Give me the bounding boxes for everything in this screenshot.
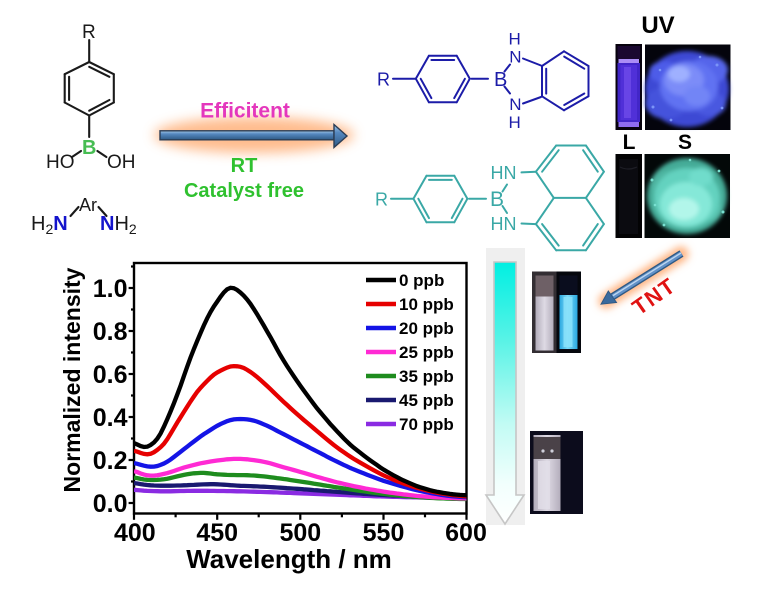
svg-text:HN: HN <box>491 163 517 183</box>
svg-text:0 ppb: 0 ppb <box>399 271 444 290</box>
svg-text:R: R <box>375 190 388 210</box>
svg-text:25 ppb: 25 ppb <box>399 343 454 362</box>
svg-text:Efficitent: Efficitent <box>200 100 290 123</box>
svg-text:35 ppb: 35 ppb <box>399 367 454 386</box>
svg-text:450: 450 <box>196 519 238 547</box>
svg-text:0.0: 0.0 <box>93 490 128 518</box>
svg-text:600: 600 <box>445 519 487 547</box>
svg-text:UV: UV <box>641 12 674 39</box>
svg-text:L: L <box>623 131 636 154</box>
svg-text:0.4: 0.4 <box>93 404 128 432</box>
svg-text:45 ppb: 45 ppb <box>399 391 454 410</box>
svg-text:0.6: 0.6 <box>93 361 128 389</box>
svg-text:0.2: 0.2 <box>93 447 128 475</box>
svg-text:B: B <box>490 188 504 211</box>
svg-text:N: N <box>509 95 521 114</box>
svg-text:550: 550 <box>363 519 405 547</box>
svg-text:RT: RT <box>231 155 258 177</box>
svg-text:Normalized intensity: Normalized intensity <box>59 267 85 492</box>
svg-text:HN: HN <box>491 214 517 234</box>
svg-text:20 ppb: 20 ppb <box>399 319 454 338</box>
svg-text:H: H <box>509 113 521 132</box>
svg-text:Catalyst free: Catalyst free <box>184 180 304 202</box>
svg-text:HO: HO <box>46 152 75 173</box>
svg-text:B: B <box>82 137 96 159</box>
svg-text:500: 500 <box>279 519 321 547</box>
svg-text:H2N: H2N <box>31 213 68 237</box>
svg-text:10 ppb: 10 ppb <box>399 295 454 314</box>
svg-text:400: 400 <box>114 519 156 547</box>
svg-text:S: S <box>678 131 692 154</box>
svg-text:H: H <box>509 30 521 49</box>
svg-text:1.0: 1.0 <box>93 275 128 303</box>
svg-text:N: N <box>509 48 521 67</box>
svg-text:Wavelength / nm: Wavelength / nm <box>186 544 392 574</box>
svg-text:OH: OH <box>107 152 136 173</box>
svg-text:0.8: 0.8 <box>93 318 128 346</box>
svg-text:R: R <box>82 22 96 43</box>
svg-text:Ar: Ar <box>79 195 97 215</box>
svg-text:R: R <box>377 70 390 90</box>
svg-text:B: B <box>494 69 507 91</box>
svg-text:70 ppb: 70 ppb <box>399 415 454 434</box>
